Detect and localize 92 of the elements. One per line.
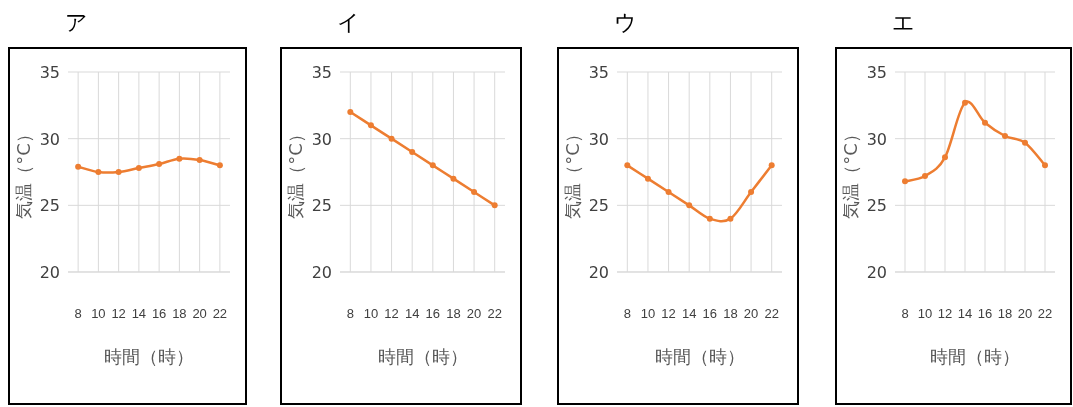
x-tick-label: 12	[937, 306, 953, 321]
y-tick-label: 20	[866, 263, 887, 282]
x-tick-label: 8	[346, 306, 354, 321]
chart-title: ウ	[614, 10, 637, 35]
point	[1002, 133, 1008, 139]
point	[665, 189, 672, 195]
point	[902, 178, 908, 185]
x-tick-label: 20	[743, 306, 759, 321]
x-tick-label: 16	[702, 306, 718, 321]
x-tick-label: 20	[192, 306, 207, 321]
point	[75, 163, 82, 170]
x-tick-label: 16	[425, 306, 441, 321]
y-axis-title: 気温（°C）	[840, 125, 861, 219]
point	[962, 99, 968, 106]
point	[115, 169, 122, 175]
x-tick-label: 8	[901, 306, 909, 321]
x-tick-label: 22	[212, 306, 228, 321]
y-tick-label: 25	[588, 196, 609, 216]
x-axis-title: 時間（時）	[377, 346, 468, 367]
x-tick-label: 22	[764, 306, 779, 321]
y-tick-label: 30	[588, 129, 609, 149]
y-tick-label: 20	[39, 263, 60, 282]
point	[176, 155, 183, 162]
x-tick-label: 16	[977, 306, 993, 321]
x-tick-label: 20	[466, 306, 482, 321]
y-tick-label: 20	[311, 263, 332, 282]
x-axis-title: 時間（時）	[104, 346, 194, 367]
x-tick-label: 10	[640, 306, 656, 321]
chart-title: ア	[65, 10, 88, 35]
x-tick-label: 10	[363, 306, 379, 321]
point	[686, 202, 693, 209]
x-tick-label: 16	[151, 306, 167, 321]
point	[367, 122, 374, 129]
x-tick-label: 12	[384, 306, 399, 321]
point	[409, 149, 416, 155]
x-tick-label: 14	[957, 306, 973, 321]
point	[624, 162, 631, 169]
x-tick-label: 20	[1017, 306, 1033, 321]
y-tick-label: 35	[866, 63, 887, 82]
point	[196, 157, 203, 163]
point	[135, 165, 142, 171]
x-axis-title: 時間（時）	[930, 346, 1020, 367]
point	[429, 162, 436, 169]
point	[450, 175, 457, 182]
point	[942, 154, 948, 161]
point	[644, 175, 651, 182]
point	[982, 119, 988, 126]
x-tick-label: 12	[661, 306, 676, 321]
y-tick-label: 25	[39, 196, 60, 216]
y-tick-label: 25	[311, 196, 332, 216]
x-tick-label: 18	[723, 306, 738, 321]
x-axis-title: 時間（時）	[654, 346, 745, 367]
point	[748, 189, 755, 195]
chart-title: イ	[337, 10, 360, 35]
x-tick-label: 10	[91, 306, 106, 321]
point	[727, 215, 734, 222]
point	[388, 135, 395, 142]
y-axis-title: 気温（°C）	[562, 125, 583, 219]
point	[216, 162, 223, 169]
point	[706, 215, 713, 222]
x-tick-label: 18	[172, 306, 187, 321]
y-tick-label: 25	[866, 196, 887, 216]
x-tick-label: 22	[1037, 306, 1053, 321]
x-tick-label: 14	[131, 306, 147, 321]
x-tick-label: 18	[446, 306, 461, 321]
x-tick-label: 8	[623, 306, 631, 321]
point	[471, 189, 478, 195]
y-tick-label: 35	[588, 63, 609, 82]
x-tick-label: 14	[404, 306, 420, 321]
point	[95, 169, 102, 175]
y-axis-title: 気温（°C）	[13, 125, 34, 219]
y-tick-label: 30	[39, 129, 60, 149]
x-tick-label: 14	[681, 306, 697, 321]
y-tick-label: 20	[588, 263, 609, 282]
y-tick-label: 30	[866, 129, 887, 149]
x-tick-label: 10	[917, 306, 933, 321]
point	[922, 173, 928, 179]
point	[1022, 139, 1028, 146]
y-axis-title: 気温（°C）	[285, 125, 306, 219]
x-tick-label: 8	[74, 306, 82, 321]
y-tick-label: 35	[39, 63, 60, 82]
point	[156, 161, 163, 167]
point	[347, 109, 354, 115]
point	[1042, 162, 1048, 169]
y-tick-label: 35	[311, 63, 332, 82]
x-tick-label: 18	[997, 306, 1013, 321]
point	[768, 162, 775, 169]
y-tick-label: 30	[311, 129, 332, 149]
point	[491, 202, 498, 209]
x-tick-label: 12	[111, 306, 126, 321]
x-tick-label: 22	[487, 306, 502, 321]
chart-title: エ	[892, 10, 915, 35]
